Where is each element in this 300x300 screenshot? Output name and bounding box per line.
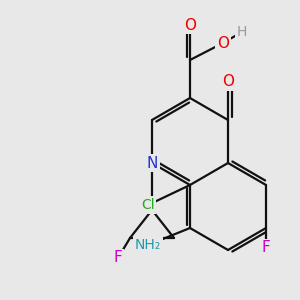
- Text: NH₂: NH₂: [135, 238, 161, 252]
- Text: F: F: [114, 250, 122, 266]
- Text: Cl: Cl: [141, 198, 155, 212]
- Text: N: N: [146, 155, 158, 170]
- Text: F: F: [262, 241, 270, 256]
- Text: H: H: [237, 25, 247, 39]
- Text: O: O: [222, 74, 234, 89]
- Text: O: O: [184, 17, 196, 32]
- Text: O: O: [217, 35, 229, 50]
